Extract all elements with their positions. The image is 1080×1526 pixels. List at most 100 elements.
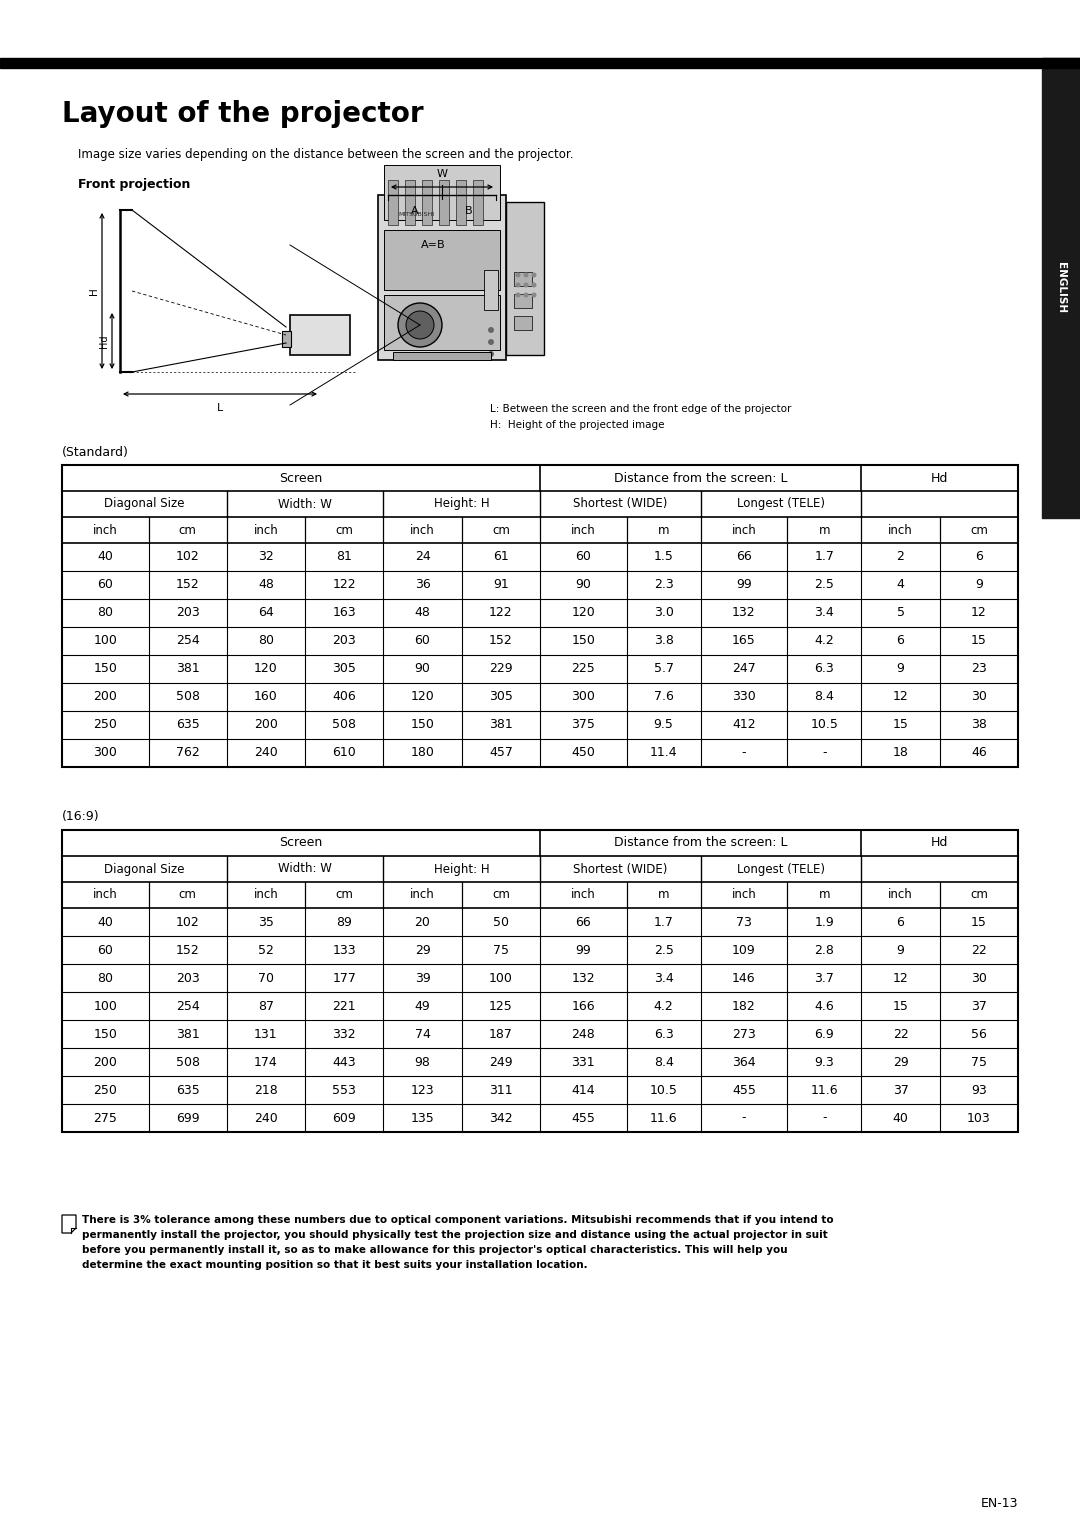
Text: 182: 182 [732,1000,756,1012]
Text: 40: 40 [97,551,113,563]
Text: B: B [465,206,473,217]
Text: cm: cm [335,523,353,537]
Circle shape [488,339,494,345]
Text: EN-13: EN-13 [981,1497,1018,1511]
Bar [62,465,1018,768]
Text: 249: 249 [489,1056,513,1068]
Text: Hd: Hd [99,334,109,348]
Text: 60: 60 [97,578,113,592]
Bar [438,180,449,224]
Bar [514,316,532,330]
Text: 132: 132 [732,606,756,620]
Text: cm: cm [970,523,988,537]
Text: 87: 87 [258,1000,274,1012]
Text: m: m [819,523,831,537]
Text: 311: 311 [489,1083,513,1097]
Text: 102: 102 [176,916,200,928]
Text: 120: 120 [410,690,434,703]
Text: 4.2: 4.2 [814,635,834,647]
Text: 90: 90 [576,578,591,592]
Text: 150: 150 [410,719,434,731]
Text: cm: cm [491,888,510,902]
Text: 11.6: 11.6 [650,1111,677,1125]
Text: m: m [658,523,670,537]
Text: 7.6: 7.6 [653,690,674,703]
Text: 508: 508 [176,690,200,703]
Text: -: - [742,1111,746,1125]
Text: 4.6: 4.6 [814,1000,834,1012]
Text: Distance from the screen: L: Distance from the screen: L [613,472,787,484]
Text: 203: 203 [176,606,200,620]
Text: before you permanently install it, so as to make allowance for this projector's : before you permanently install it, so as… [82,1245,787,1254]
Text: 2: 2 [896,551,904,563]
Text: 24: 24 [415,551,431,563]
Bar [291,314,350,356]
Text: 109: 109 [732,943,756,957]
Text: 6: 6 [896,916,904,928]
Text: 75: 75 [971,1056,987,1068]
Text: 3.7: 3.7 [814,972,834,984]
Text: 12: 12 [971,606,987,620]
Text: 11.4: 11.4 [650,746,677,760]
Text: 37: 37 [971,1000,987,1012]
Text: 9: 9 [975,578,983,592]
Text: inch: inch [571,888,596,902]
Text: 635: 635 [176,1083,200,1097]
Text: 50: 50 [492,916,509,928]
Bar [422,180,432,224]
Bar [484,270,498,310]
Text: 6: 6 [896,635,904,647]
Text: 102: 102 [176,551,200,563]
Text: 120: 120 [571,606,595,620]
Text: 4.2: 4.2 [653,1000,674,1012]
Text: inch: inch [93,523,118,537]
Text: 3.8: 3.8 [653,635,674,647]
Text: 60: 60 [415,635,431,647]
Text: 81: 81 [336,551,352,563]
Text: 381: 381 [176,1027,200,1041]
Text: 221: 221 [333,1000,356,1012]
Text: 56: 56 [971,1027,987,1041]
Bar [378,195,507,360]
Text: 93: 93 [971,1083,987,1097]
Text: cm: cm [179,888,197,902]
Text: inch: inch [410,888,435,902]
Circle shape [515,282,521,287]
Circle shape [515,293,521,298]
Text: 37: 37 [893,1083,908,1097]
Text: 180: 180 [410,746,434,760]
Text: 174: 174 [254,1056,278,1068]
Text: L: L [217,403,224,414]
Text: Shortest (WIDE): Shortest (WIDE) [573,497,667,511]
Text: 125: 125 [489,1000,513,1012]
Text: 6.3: 6.3 [653,1027,674,1041]
Text: 30: 30 [971,690,987,703]
Bar [514,295,532,308]
Text: 450: 450 [571,746,595,760]
Circle shape [524,273,528,278]
Text: 132: 132 [571,972,595,984]
Text: Image size varies depending on the distance between the screen and the projector: Image size varies depending on the dista… [78,148,573,162]
Text: Screen: Screen [280,836,323,850]
Text: 8.4: 8.4 [653,1056,674,1068]
Text: 457: 457 [489,746,513,760]
Text: 18: 18 [893,746,908,760]
Text: 52: 52 [258,943,274,957]
Text: 100: 100 [489,972,513,984]
Text: inch: inch [410,523,435,537]
Text: 375: 375 [571,719,595,731]
Text: 48: 48 [415,606,431,620]
Text: 200: 200 [93,1056,118,1068]
Text: 35: 35 [258,916,274,928]
Text: 330: 330 [732,690,756,703]
Text: 36: 36 [415,578,431,592]
Text: 381: 381 [489,719,513,731]
Text: 123: 123 [410,1083,434,1097]
Text: cm: cm [179,523,197,537]
Circle shape [515,273,521,278]
Text: 2.5: 2.5 [653,943,674,957]
Text: 160: 160 [254,690,278,703]
Text: 9.3: 9.3 [814,1056,834,1068]
Text: 225: 225 [571,662,595,676]
Circle shape [399,304,442,346]
